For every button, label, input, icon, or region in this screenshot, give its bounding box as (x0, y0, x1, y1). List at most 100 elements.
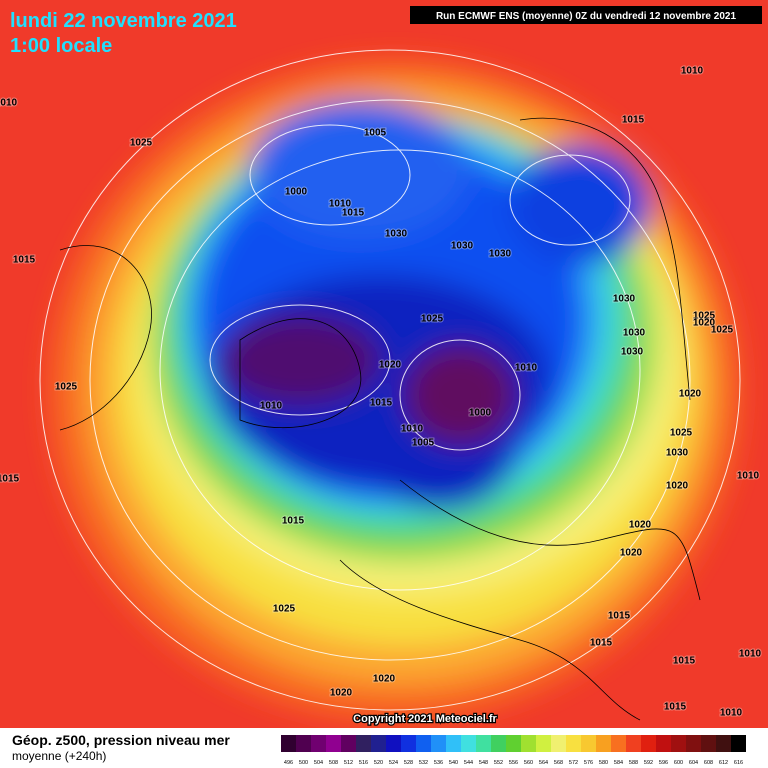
isobar-label: 1005 (364, 128, 387, 139)
isobar-label: 1015 (13, 255, 36, 266)
scale-label: 524 (389, 760, 398, 766)
isobar-label: 1025 (273, 604, 296, 615)
color-swatch (596, 735, 611, 752)
color-swatch (536, 735, 551, 752)
isobar-label: 1005 (412, 438, 435, 449)
isobar-label: 1025 (711, 325, 734, 336)
color-swatch (386, 735, 401, 752)
color-swatch (446, 735, 461, 752)
color-swatch (281, 735, 296, 752)
isobar-label: 1010 (720, 708, 743, 719)
date: lundi 22 novembre 2021 (10, 10, 237, 32)
isobar-label: 1025 (130, 138, 153, 149)
isobar-label: 1020 (373, 674, 396, 685)
isobar-label: 1020 (666, 481, 689, 492)
legend-subtitle: moyenne (+240h) (12, 749, 106, 763)
isobar-label: 1020 (620, 548, 643, 559)
color-swatch (581, 735, 596, 752)
scale-label: 508 (329, 760, 338, 766)
isobar-label: 1015 (370, 398, 393, 409)
color-swatch (311, 735, 326, 752)
isobar-label: 1020 (693, 318, 716, 329)
isobar-label: 1010 (260, 401, 283, 412)
isobar-label: 1015 (342, 208, 365, 219)
scale-label: 580 (599, 760, 608, 766)
isobar-label: 1010 (737, 471, 760, 482)
scale-label: 568 (554, 760, 563, 766)
isobar-label: 1025 (670, 428, 693, 439)
color-swatch (731, 735, 746, 752)
isobar-label: 1030 (621, 347, 644, 358)
isobar-label: 1030 (451, 241, 474, 252)
isobars (39, 49, 741, 711)
color-swatch (701, 735, 716, 752)
color-swatch (641, 735, 656, 752)
scale-label: 544 (464, 760, 473, 766)
color-swatch (491, 735, 506, 752)
isobar-label: 1010 (681, 66, 704, 77)
isobar-label: 1010 (401, 424, 424, 435)
isobar-label: 1010 (0, 98, 18, 109)
isobar-label: 1025 (421, 314, 444, 325)
isobar-label: 1030 (613, 294, 636, 305)
scale-label: 556 (509, 760, 518, 766)
scale-label: 528 (404, 760, 413, 766)
color-swatch (401, 735, 416, 752)
color-swatch (611, 735, 626, 752)
isobar-label: 1030 (623, 328, 646, 339)
color-swatch (356, 735, 371, 752)
scale-label: 536 (434, 760, 443, 766)
color-swatch (341, 735, 356, 752)
color-swatch (656, 735, 671, 752)
color-swatch (626, 735, 641, 752)
isobar-label: 1015 (622, 115, 645, 126)
run-box (410, 6, 762, 24)
isobar-label: 1000 (285, 187, 308, 198)
scale-label: 572 (569, 760, 578, 766)
scale-label: 600 (674, 760, 683, 766)
isobar-label: 1020 (379, 360, 402, 371)
scale-label: 548 (479, 760, 488, 766)
scale-label: 616 (734, 760, 743, 766)
coastlines (59, 117, 701, 721)
isobar-label: 1015 (673, 656, 696, 667)
isobar-label: 1020 (629, 520, 652, 531)
scale-label: 520 (374, 760, 383, 766)
color-swatch (551, 735, 566, 752)
isobar-label: 1030 (489, 249, 512, 260)
legend-title: Géop. z500, pression niveau mer (12, 732, 230, 748)
color-swatch (476, 735, 491, 752)
isobar-label: 1000 (469, 408, 492, 419)
color-swatch (431, 735, 446, 752)
color-swatch (296, 735, 311, 752)
isobar-label: 1015 (0, 474, 20, 485)
scale-label: 540 (449, 760, 458, 766)
color-swatch (716, 735, 731, 752)
scale-label: 500 (299, 760, 308, 766)
scale-label: 516 (359, 760, 368, 766)
isobar-labels: 1010101010151005102510001010101510301030… (0, 65, 763, 720)
color-swatch (371, 735, 386, 752)
scale-label: 576 (584, 760, 593, 766)
color-swatch (416, 735, 431, 752)
scale-label: 552 (494, 760, 503, 766)
isobar-label: 1030 (666, 448, 689, 459)
scale-label: 596 (659, 760, 668, 766)
scale-label: 608 (704, 760, 713, 766)
isobar-label: 1015 (664, 702, 687, 713)
scale-label: 584 (614, 760, 623, 766)
colorbar: 496 500 504 508 512 516 520 524 528 532 536 540 544 5… (281, 735, 746, 766)
scale-label: 560 (524, 760, 533, 766)
isobar-label: 1010 (515, 363, 538, 374)
color-swatch (461, 735, 476, 752)
field (0, 0, 768, 728)
time: 1:00 locale (10, 35, 112, 57)
color-swatch (326, 735, 341, 752)
color-swatch (566, 735, 581, 752)
isobar-label: 1020 (679, 389, 702, 400)
isobar-label: 1010 (329, 199, 352, 210)
scale-label: 604 (689, 760, 698, 766)
isobar-label: 1025 (693, 311, 716, 322)
isobar-label: 1015 (608, 611, 631, 622)
